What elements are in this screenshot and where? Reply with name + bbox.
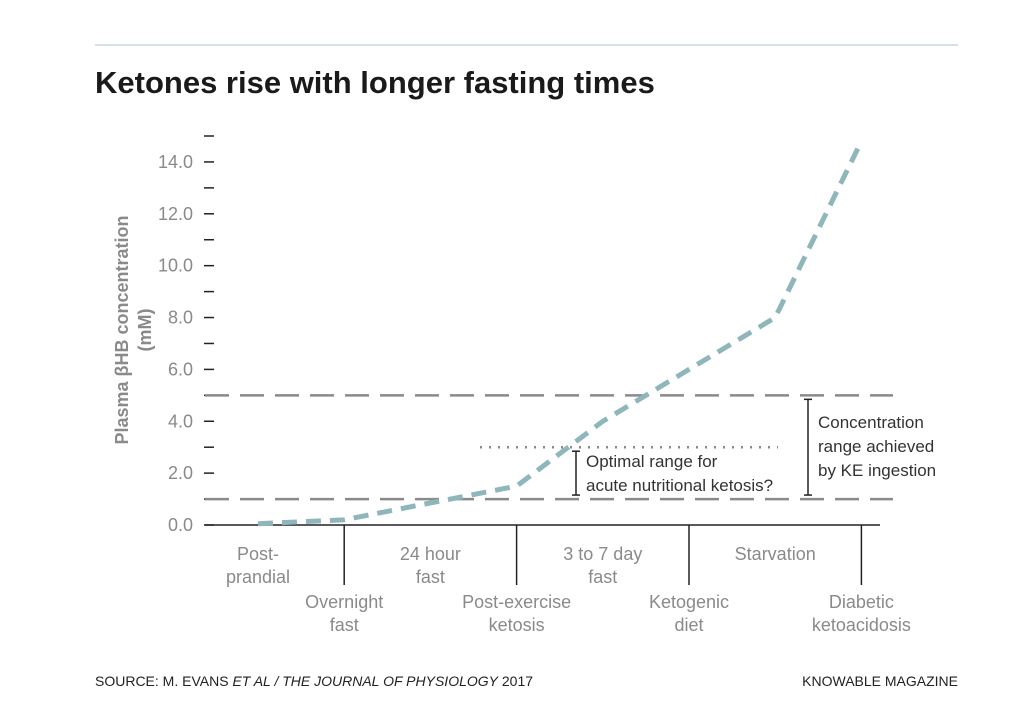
y-tick-label: 8.0 xyxy=(168,308,193,328)
annotation: Concentration xyxy=(818,413,924,432)
x-tick-label: Post-exercise xyxy=(462,592,571,612)
annotation: by KE ingestion xyxy=(818,461,936,480)
y-axis-title-line: (mM) xyxy=(135,309,155,352)
annotation: Optimal range for xyxy=(586,452,718,471)
y-tick-label: 2.0 xyxy=(168,463,193,483)
y-axis-title-line: Plasma βHB concentration xyxy=(112,215,132,444)
y-tick-label: 4.0 xyxy=(168,411,193,431)
y-tick-label: 12.0 xyxy=(158,204,193,224)
y-tick-label: 14.0 xyxy=(158,152,193,172)
x-tick-label: Ketogenic xyxy=(649,592,729,612)
y-axis-title: Plasma βHB concentration (mM) xyxy=(112,215,155,444)
source-part: ET AL / THE JOURNAL OF PHYSIOLOGY xyxy=(232,673,499,689)
source-part: 2017 xyxy=(498,673,533,689)
annotation: range achieved xyxy=(818,437,934,456)
x-tick-label: fast xyxy=(330,615,359,635)
x-tick-label: Diabetic xyxy=(829,592,894,612)
source: SOURCE: M. EVANS ET AL / THE JOURNAL OF … xyxy=(95,673,533,689)
x-tick-label: diet xyxy=(674,615,703,635)
x-tick-label: ketosis xyxy=(489,615,545,635)
credit: KNOWABLE MAGAZINE xyxy=(802,673,958,689)
x-tick-label: 3 to 7 day xyxy=(563,544,642,564)
x-tick-label: Starvation xyxy=(735,544,816,564)
source-part: SOURCE: M. EVANS xyxy=(95,673,232,689)
x-tick-label: fast xyxy=(588,567,617,587)
x-tick-label: prandial xyxy=(226,567,290,587)
y-tick-label: 6.0 xyxy=(168,359,193,379)
x-tick-label: 24 hour xyxy=(400,544,461,564)
chart-title: Ketones rise with longer fasting times xyxy=(95,65,655,100)
data-line xyxy=(257,140,864,527)
x-tick-label: Overnight xyxy=(305,592,383,612)
x-tick-label: Post- xyxy=(237,544,279,564)
y-tick-label: 0.0 xyxy=(168,515,193,535)
x-tick-label: fast xyxy=(416,567,445,587)
annotation: acute nutritional ketosis? xyxy=(586,476,773,495)
x-tick-label: ketoacidosis xyxy=(812,615,911,635)
y-tick-label: 10.0 xyxy=(158,256,193,276)
